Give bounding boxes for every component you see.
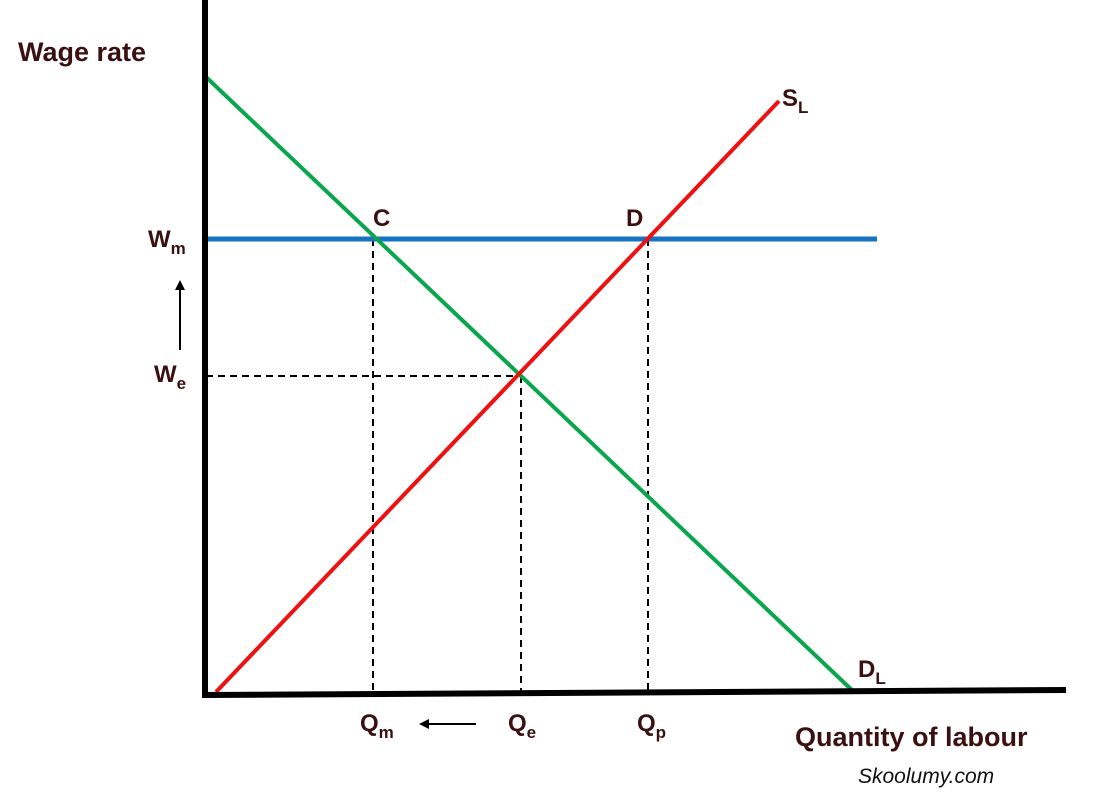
quantity-supplied-label: Qp	[637, 710, 666, 742]
supply-curve-label: SL	[782, 85, 808, 117]
wage-minimum-label: Wm	[148, 226, 186, 258]
site-credit: Skoolumy.com	[858, 765, 994, 788]
demand-curve-label: DL	[858, 656, 886, 688]
demand-curve	[204, 75, 856, 694]
quantity-equilibrium-label: Qe	[508, 710, 536, 742]
y-axis-title: Wage rate	[18, 37, 146, 67]
supply-curve	[214, 99, 781, 694]
wage-equilibrium-label: We	[154, 361, 186, 393]
point-c-label: C	[373, 205, 390, 232]
x-axis-title: Quantity of labour	[795, 722, 1028, 752]
quantity-minimum-label: Qm	[360, 710, 394, 742]
point-d-label: D	[626, 205, 643, 232]
x-axis	[201, 687, 1067, 698]
